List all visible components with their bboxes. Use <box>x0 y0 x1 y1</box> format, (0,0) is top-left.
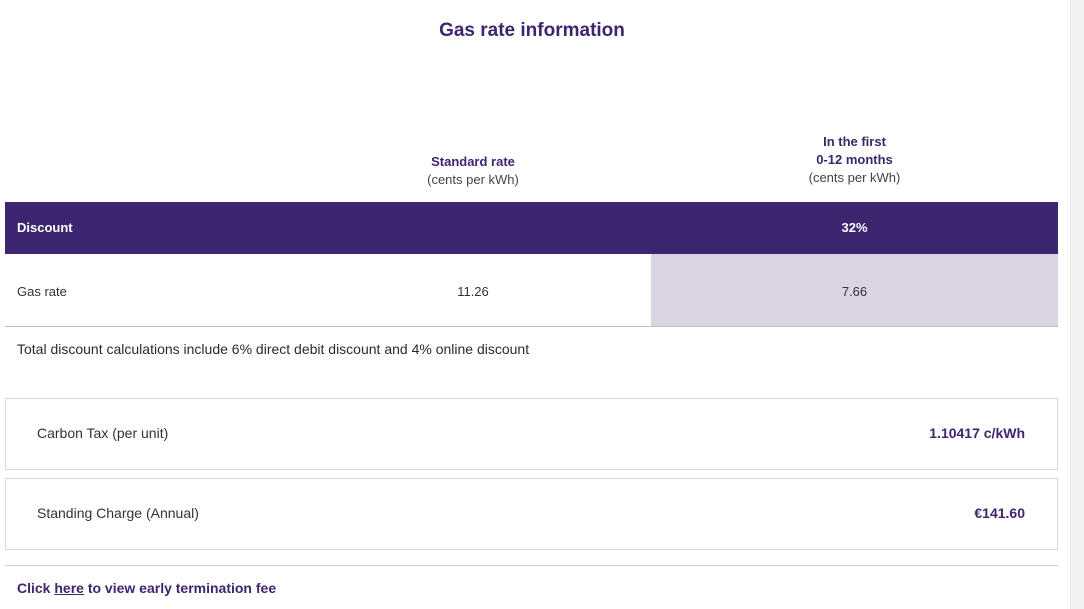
termination-fee-line: Click here to view early termination fee <box>17 580 276 596</box>
gas-rate-discounted-cell: 7.66 <box>651 254 1058 326</box>
first-period-heading-line2: 0-12 months <box>816 152 893 167</box>
footer-suffix: to view early termination fee <box>87 580 277 596</box>
page-title: Gas rate information <box>439 20 625 41</box>
discount-row: Discount 32% <box>5 202 1058 254</box>
gas-rate-standard-value: 11.26 <box>457 284 489 299</box>
carbon-tax-card: Carbon Tax (per unit) 1.10417 c/kWh <box>5 398 1058 470</box>
standing-charge-label: Standing Charge (Annual) <box>37 505 199 521</box>
standing-charge-value: €141.60 <box>974 505 1025 521</box>
gas-rate-label: Gas rate <box>17 284 67 299</box>
carbon-tax-label: Carbon Tax (per unit) <box>37 425 169 441</box>
gas-rate-row: Gas rate 11.26 7.66 <box>5 254 1058 327</box>
first-period-heading-line1: In the first <box>823 134 886 149</box>
standard-rate-unit: (cents per kWh) <box>427 172 519 187</box>
carbon-tax-value: 1.10417 c/kWh <box>929 425 1025 441</box>
discount-value: 32% <box>841 220 868 235</box>
standing-charge-card: Standing Charge (Annual) €141.60 <box>5 478 1058 550</box>
standard-rate-header: Standard rate (cents per kWh) <box>296 153 650 189</box>
standard-rate-heading: Standard rate <box>431 154 515 169</box>
divider <box>5 565 1058 566</box>
discount-note: Total discount calculations include 6% d… <box>17 341 530 357</box>
termination-fee-link[interactable]: here <box>54 580 84 596</box>
discount-label: Discount <box>17 220 73 235</box>
footer-prefix: Click <box>17 580 51 596</box>
first-period-unit: (cents per kWh) <box>808 170 901 185</box>
gas-rate-discounted-value: 7.66 <box>841 284 868 299</box>
first-period-header: In the first 0-12 months (cents per kWh) <box>651 133 1058 187</box>
scrollbar[interactable] <box>1070 0 1084 609</box>
